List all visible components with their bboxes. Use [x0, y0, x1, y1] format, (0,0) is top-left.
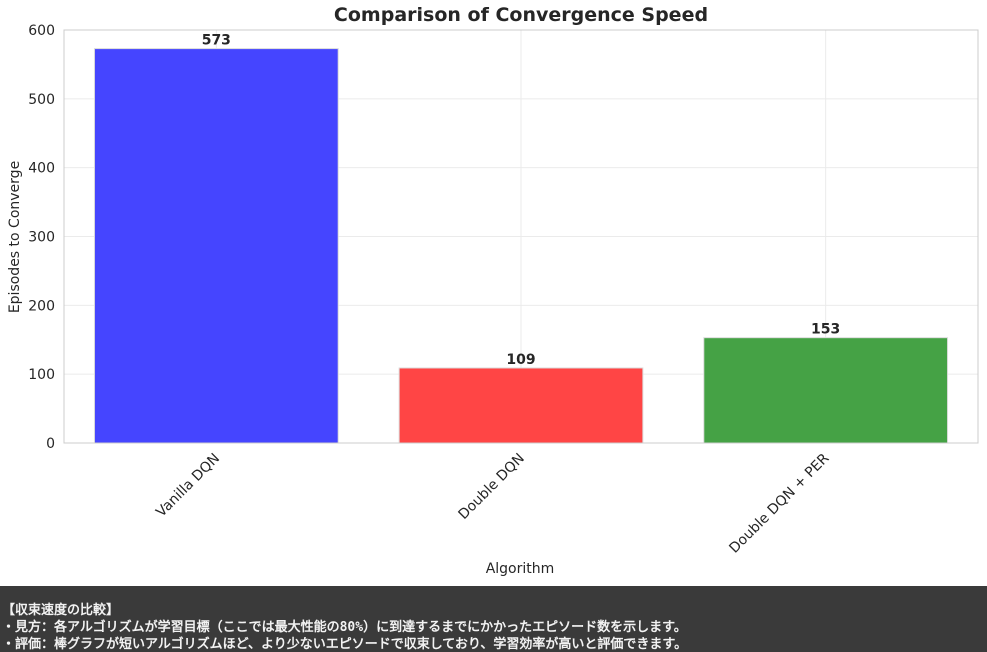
y-tick-label: 0	[46, 436, 55, 452]
plot-area: 0 100 200 300 400 500 600 573 Vanilla DQN 109 Doub…	[28, 23, 979, 557]
y-axis-label: Episodes to Converge	[7, 161, 23, 313]
bar-value-label: 153	[811, 322, 840, 338]
caption-line-1: ・見方：各アルゴリズムが学習目標（ここでは最大性能の80%）に到達するまでにかか…	[2, 620, 687, 635]
bar-double-dqn	[398, 367, 644, 444]
caption-heading: 【収束速度の比較】	[2, 603, 120, 618]
convergence-bar-chart: Comparison of Convergence Speed 0 100 200 3…	[7, 4, 979, 577]
bar-double-dqn-per	[703, 337, 949, 444]
x-tick-label: Double DQN	[455, 451, 527, 523]
y-tick-label: 600	[28, 23, 55, 39]
chart-title: Comparison of Convergence Speed	[334, 4, 708, 26]
x-tick-label: Double DQN + PER	[726, 450, 832, 556]
y-tick-label: 100	[28, 367, 55, 383]
y-tick-label: 400	[28, 161, 55, 177]
caption-panel: 【収束速度の比較】 ・見方：各アルゴリズムが学習目標（ここでは最大性能の80%）…	[0, 586, 987, 652]
bar-vanilla-dqn	[93, 48, 339, 444]
bar-value-label: 573	[202, 33, 231, 49]
y-tick-label: 300	[28, 230, 55, 246]
x-axis-label: Algorithm	[486, 561, 555, 577]
x-tick-label: Vanilla DQN	[153, 451, 223, 521]
bar-value-label: 109	[506, 352, 535, 368]
caption-line-2: ・評価：棒グラフが短いアルゴリズムほど、より少ないエピソードで収束しており、学習…	[2, 637, 688, 652]
y-tick-label: 200	[28, 298, 55, 314]
y-tick-label: 500	[28, 92, 55, 108]
plot-frame	[63, 29, 979, 444]
